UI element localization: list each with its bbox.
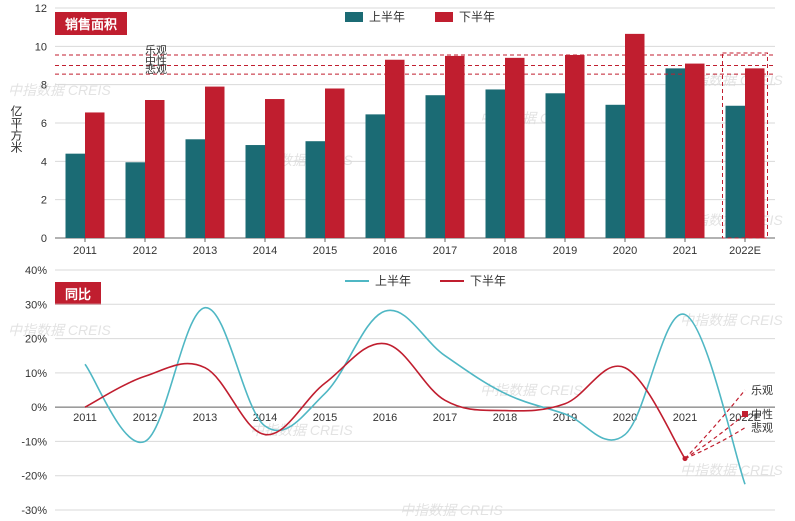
line-ytick: 30%: [25, 299, 47, 311]
line-xtick: 2021: [673, 412, 697, 424]
forecast-label: 悲观: [751, 421, 773, 435]
line-ytick: 0%: [31, 402, 47, 414]
line-xtick: 2016: [373, 412, 397, 424]
line-xtick: 2017: [433, 412, 457, 424]
svg-text:下半年: 下半年: [470, 274, 506, 288]
line-ytick: 40%: [25, 265, 47, 277]
line-ytick: -10%: [21, 436, 47, 448]
svg-text:上半年: 上半年: [375, 274, 411, 288]
forecast-label: 中性: [751, 407, 773, 421]
forecast-marker: [742, 411, 748, 417]
line-xtick: 2018: [493, 412, 517, 424]
line-ytick: 20%: [25, 334, 47, 346]
line-xtick: 2011: [73, 412, 97, 424]
line-h1: [85, 308, 745, 485]
line-legend: 上半年 下半年: [345, 274, 506, 288]
line-xtick: 2012: [133, 412, 157, 424]
forecast-line: [685, 390, 745, 459]
line-xtick: 2013: [193, 412, 217, 424]
line-ytick: 10%: [25, 368, 47, 380]
line-chart: -30% -20% -10% 0% 10% 20% 30% 40% 2011 2012 2013 20…: [0, 0, 795, 521]
line-ytick: -20%: [21, 471, 47, 483]
forecast-label: 乐观: [751, 384, 773, 397]
line-ytick: -30%: [21, 505, 47, 517]
line-xtick: 2015: [313, 412, 337, 424]
